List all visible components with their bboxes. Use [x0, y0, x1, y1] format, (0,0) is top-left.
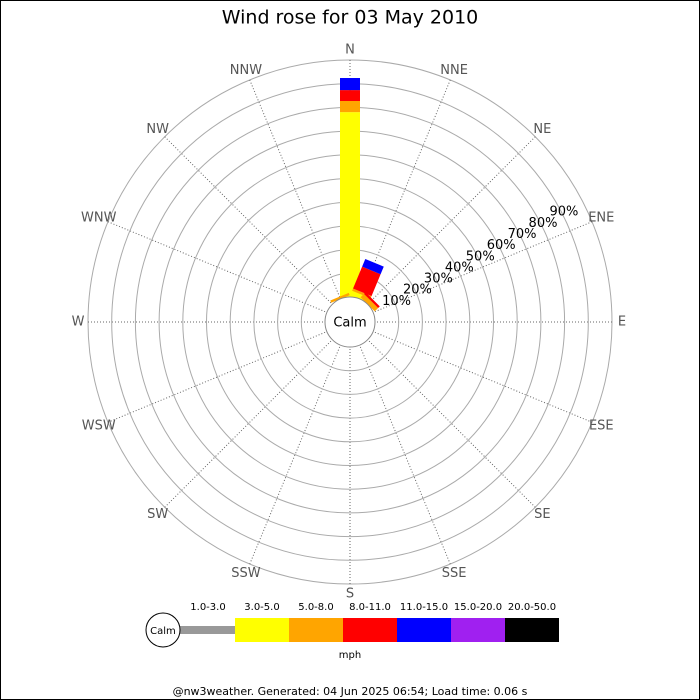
ring-label: 80% — [529, 216, 558, 231]
direction-label: NW — [146, 122, 169, 137]
calm-label: Calm — [333, 316, 366, 331]
direction-label: NNW — [230, 63, 262, 78]
ring-label: 60% — [487, 238, 516, 253]
direction-label: W — [72, 315, 85, 330]
calm-circle — [324, 296, 376, 348]
direction-label: N — [345, 43, 355, 58]
legend-swatch — [180, 626, 235, 634]
bar-segment — [363, 292, 380, 309]
direction-label: WSW — [82, 419, 116, 434]
ring-label: 90% — [549, 205, 578, 220]
direction-label: WNW — [81, 210, 117, 225]
direction-label: ESE — [589, 419, 614, 434]
bar-segment — [340, 101, 360, 113]
bar-segment — [340, 90, 360, 102]
legend-label: 1.0-3.0 — [190, 602, 225, 613]
direction-label: E — [618, 315, 626, 330]
bar-segment — [340, 112, 360, 297]
footer: @nw3weather. Generated: 04 Jun 2025 06:5… — [173, 685, 528, 698]
ring-label: 40% — [445, 260, 474, 275]
direction-label: NNE — [440, 63, 468, 78]
direction-label: SSW — [231, 566, 261, 581]
legend-calm — [145, 612, 181, 648]
ring-label: 10% — [382, 294, 411, 309]
chart-title: Wind rose for 03 May 2010 — [222, 7, 479, 29]
legend-label: 8.0-11.0 — [349, 602, 391, 613]
legend-swatch — [235, 618, 289, 642]
direction-label: SE — [534, 507, 550, 522]
legend-swatch — [451, 618, 505, 642]
direction-label: SSE — [442, 566, 467, 581]
bar-segment — [353, 266, 381, 297]
ring-label: 20% — [403, 283, 432, 298]
legend-swatch — [343, 618, 397, 642]
bar-segment — [330, 292, 350, 303]
legend-label: 11.0-15.0 — [400, 602, 448, 613]
direction-label: ENE — [588, 210, 614, 225]
bar-segment — [362, 258, 384, 275]
bar-segment — [340, 78, 360, 91]
direction-label: SW — [147, 507, 168, 522]
unit-label: mph — [339, 650, 361, 661]
legend-label: 20.0-50.0 — [508, 602, 556, 613]
legend-swatch — [289, 618, 343, 642]
legend-label: 5.0-8.0 — [298, 602, 333, 613]
ring-label: 70% — [508, 227, 537, 242]
legend-calm-label: Calm — [150, 626, 176, 637]
bar-segment — [360, 293, 379, 312]
legend-swatch — [505, 618, 559, 642]
legend-label: 3.0-5.0 — [244, 602, 279, 613]
direction-label: S — [346, 587, 354, 602]
ring-label: 50% — [466, 249, 495, 264]
ring-label: 30% — [424, 272, 453, 287]
direction-label: NE — [533, 122, 551, 137]
legend-label: 15.0-20.0 — [454, 602, 502, 613]
legend-swatch — [397, 618, 451, 642]
